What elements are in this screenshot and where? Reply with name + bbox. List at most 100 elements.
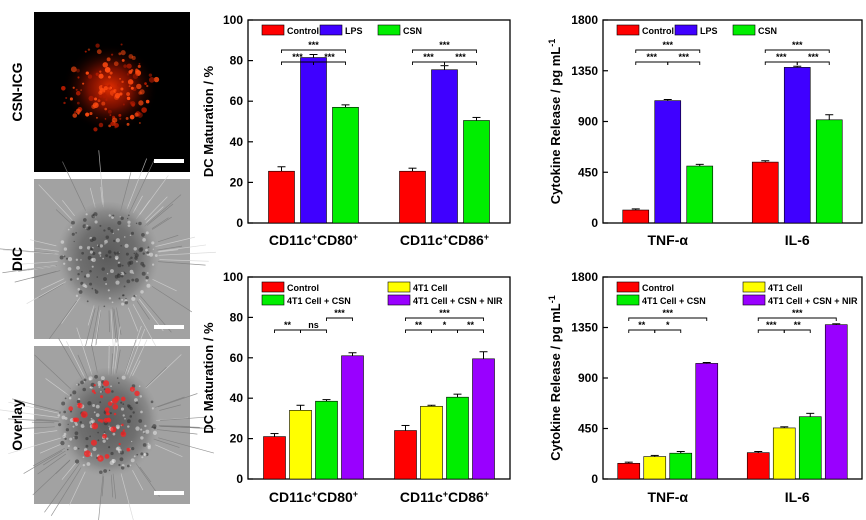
legend-swatch [261,24,285,36]
significance-bracket [405,329,432,333]
bar [268,170,295,224]
bar [617,462,641,480]
y-tick-label: 40 [230,391,244,405]
significance-bracket [628,317,708,321]
significance-bracket [274,329,301,333]
significance-label: *** [808,52,819,62]
y-tick-label: 1800 [571,13,598,27]
significance-bracket [326,317,353,321]
legend-swatch [616,294,640,306]
legend: Control LPS CSN [261,24,422,36]
y-axis-label-sup: -1 [547,295,557,303]
significance-label: ns [308,320,319,330]
bar [394,430,417,480]
legend-label: Control [642,283,674,293]
bar [798,416,822,480]
legend-swatch [387,281,411,293]
bar [751,161,779,224]
category-label: IL-6 [785,232,810,248]
category-label: IL-6 [785,489,810,505]
micrograph-fluorescence [34,12,190,172]
significance-bracket [281,49,346,53]
chart-panel: 0 450 900 1350 1800 Cytokine Release / pg mL-… [547,13,863,248]
significance-label: *** [423,52,434,62]
legend-label: CSN [758,26,777,36]
significance-bracket [796,61,830,65]
bar [463,120,490,224]
micrograph-label: Overlay [9,399,25,451]
significance-bracket [635,49,701,53]
legend-swatch [732,24,756,36]
legend-label: 4T1 Cell [413,283,448,293]
category-label: TNF-α [648,232,689,248]
significance-label: *** [292,52,303,62]
legend-label: Control [287,283,319,293]
y-tick-label: 450 [578,165,598,179]
bar [341,355,364,480]
bar [263,436,286,480]
bar [686,165,714,224]
significance-label: * [443,320,447,330]
plot-frame [602,276,863,480]
significance-label: *** [766,320,777,330]
significance-bracket [405,317,484,321]
significance-label: *** [792,40,803,50]
significance-bracket [300,329,327,333]
significance-label: *** [308,40,319,50]
legend: Control 4T1 Cell 4T1 Cell + CSN 4T1 Cell + … [261,281,503,306]
legend: Control LPS CSN [616,24,777,36]
significance-label: *** [662,308,673,318]
scale-bar [154,159,184,163]
bar [420,405,443,480]
bar [654,100,682,224]
bar [695,363,719,480]
legend-swatch [319,24,343,36]
bar [315,400,338,480]
legend-swatch [261,294,285,306]
legend-swatch [616,24,640,36]
chart-panel: 0 20 40 60 80 100 DC Maturation / % CD11c+CD80+… [201,13,511,248]
significance-label: ** [284,320,292,330]
legend-label: 4T1 Cell + CSN + NIR [768,296,858,306]
significance-bracket [757,317,837,321]
significance-bracket [667,61,701,65]
y-tick-label: 1350 [571,64,598,78]
y-tick-label: 20 [230,432,244,446]
bar [446,396,469,480]
y-tick-label: 900 [578,115,598,129]
legend-label: 4T1 Cell + CSN [642,296,706,306]
significance-label: *** [439,308,450,318]
y-tick-label: 0 [236,472,243,486]
significance-label: ** [415,320,423,330]
plot-frame [247,19,511,224]
y-tick-label: 80 [230,310,244,324]
bar [289,410,312,480]
significance-label: *** [662,40,673,50]
bar [824,324,848,480]
y-tick-label: 0 [591,472,598,486]
significance-bracket [764,61,798,65]
y-tick-label: 0 [591,216,598,230]
bar [746,452,770,480]
y-axis-label: Cytokine Release / pg mL-1 [547,295,563,461]
y-tick-label: 40 [230,135,244,149]
bar [431,69,458,224]
significance-label: *** [792,308,803,318]
y-tick-label: 100 [223,270,243,284]
bar [669,452,693,480]
y-tick-label: 900 [578,371,598,385]
bar [643,456,667,480]
significance-bracket [783,329,811,333]
significance-bracket [313,61,346,65]
bar [472,358,495,480]
bar [300,57,327,224]
significance-label: *** [455,52,466,62]
micrograph-label: DIC [9,247,25,271]
legend-label: CSN [403,26,422,36]
scale-bar [154,491,184,495]
y-axis-label-sup: -1 [547,39,557,47]
plot-frame [247,276,511,480]
legend: Control 4T1 Cell 4T1 Cell + CSN 4T1 Cell + … [616,281,858,306]
significance-bracket [757,329,785,333]
legend-swatch [742,281,766,293]
